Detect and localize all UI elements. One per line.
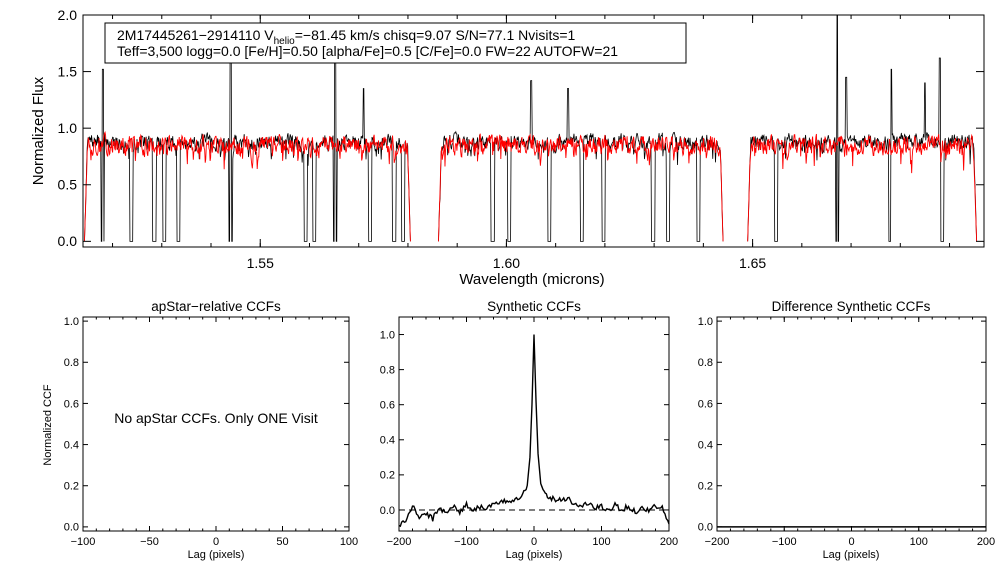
y-tick-label: 1.0 bbox=[698, 316, 713, 328]
x-tick-label: 1.55 bbox=[247, 255, 274, 271]
spectrum-info-box: 2M17445261−2914110 Vhelio=−81.45 km/s ch… bbox=[104, 22, 687, 64]
x-tick-label: 0 bbox=[848, 536, 854, 548]
y-tick-label: 0.0 bbox=[64, 522, 79, 534]
y-tick-label: 1.0 bbox=[64, 316, 79, 328]
info-line-1-rest: =−81.45 km/s chisq=9.07 S/N=77.1 Nvisits… bbox=[295, 27, 576, 43]
spectrum-synthetic-line bbox=[747, 133, 978, 242]
y-tick-label: 0.8 bbox=[698, 357, 713, 369]
y-tick-label: 0.4 bbox=[64, 439, 79, 451]
x-tick-label: −200 bbox=[387, 536, 412, 548]
x-tick-label: 1.60 bbox=[493, 255, 520, 271]
spectrum-xlabel: Wavelength (microns) bbox=[459, 271, 604, 288]
y-tick-label: 0.5 bbox=[58, 177, 78, 193]
y-tick-label: 0.0 bbox=[380, 505, 395, 517]
x-tick-label: −200 bbox=[705, 536, 730, 548]
synthetic-xlabel: Lag (pixels) bbox=[506, 549, 563, 561]
synthetic-ccf-line bbox=[398, 334, 670, 528]
y-tick-label: 0.2 bbox=[380, 470, 395, 482]
x-tick-label: −100 bbox=[454, 536, 479, 548]
x-tick-label: 0 bbox=[531, 536, 537, 548]
y-tick-label: 0.8 bbox=[64, 357, 79, 369]
y-tick-label: 0.4 bbox=[698, 439, 713, 451]
info-line-1: 2M17445261−2914110 Vhelio=−81.45 km/s ch… bbox=[117, 27, 576, 47]
spectrum-synthetic-line bbox=[438, 133, 724, 242]
y-tick-label: 0.6 bbox=[380, 400, 395, 412]
difference-title: Difference Synthetic CCFs bbox=[772, 299, 931, 314]
x-tick-label: 200 bbox=[660, 536, 678, 548]
apstar-title: apStar−relative CCFs bbox=[151, 299, 281, 314]
x-tick-label: 100 bbox=[910, 536, 928, 548]
x-tick-label: 0 bbox=[213, 536, 219, 548]
apstar-message: No apStar CCFs. Only ONE Visit bbox=[114, 410, 318, 426]
synthetic-series bbox=[398, 334, 670, 528]
y-tick-label: 0.4 bbox=[380, 435, 395, 447]
difference-ticks: −200 −100 0 100 200 0.0 0.2 0.4 0.6 0.8 1.0 bbox=[698, 316, 995, 548]
y-tick-label: 1.5 bbox=[58, 63, 78, 79]
x-tick-label: 200 bbox=[977, 536, 995, 548]
y-tick-label: 2.0 bbox=[58, 7, 78, 23]
synthetic-ccf-panel: Synthetic CCFs −200 −100 0 100 200 0.0 0.2 0.4 0… bbox=[380, 299, 678, 561]
synthetic-ticks: −200 −100 0 100 200 0.0 0.2 0.4 0.6 0.8 1.0 bbox=[380, 317, 678, 548]
x-tick-label: 50 bbox=[276, 536, 288, 548]
y-tick-label: 0.0 bbox=[58, 233, 78, 249]
info-star-id: 2M17445261−2914110 V bbox=[117, 27, 274, 43]
synthetic-title: Synthetic CCFs bbox=[487, 299, 581, 314]
x-tick-label: −50 bbox=[140, 536, 159, 548]
spectrum-axes-frame bbox=[82, 14, 985, 248]
spectrum-ylabel: Normalized Flux bbox=[30, 76, 47, 185]
spectrum-synthetic-line bbox=[84, 130, 411, 242]
spectrum-panel: 1.55 1.60 1.65 0.0 0.5 1.0 1.5 2.0 Wavelength (… bbox=[30, 7, 985, 288]
spectrum-ticks: 1.55 1.60 1.65 0.0 0.5 1.0 1.5 2.0 bbox=[58, 7, 984, 271]
apstar-ylabel: Normalized CCF bbox=[42, 384, 54, 466]
spectrum-series bbox=[84, 14, 978, 242]
difference-xlabel: Lag (pixels) bbox=[823, 549, 880, 561]
apstar-ccf-panel: apStar−relative CCFs −100 −50 0 50 100 0.0 0.2… bbox=[42, 299, 358, 561]
difference-ccf-panel: Difference Synthetic CCFs −200 −100 0 100 20… bbox=[698, 299, 995, 561]
y-tick-label: 1.0 bbox=[58, 120, 78, 136]
x-tick-label: 100 bbox=[340, 536, 358, 548]
y-tick-label: 0.0 bbox=[698, 522, 713, 534]
x-tick-label: 100 bbox=[592, 536, 610, 548]
info-box-frame bbox=[104, 22, 687, 64]
y-tick-label: 0.6 bbox=[698, 398, 713, 410]
y-tick-label: 1.0 bbox=[380, 329, 395, 341]
y-tick-label: 0.8 bbox=[380, 364, 395, 376]
apstar-ticks: −100 −50 0 50 100 0.0 0.2 0.4 0.6 0.8 1.0 bbox=[64, 316, 358, 548]
info-line-2: Teff=3,500 logg=0.0 [Fe/H]=0.50 [alpha/F… bbox=[117, 43, 618, 59]
y-tick-label: 0.2 bbox=[698, 481, 713, 493]
x-tick-label: −100 bbox=[71, 536, 96, 548]
x-tick-label: −100 bbox=[772, 536, 797, 548]
apstar-xlabel: Lag (pixels) bbox=[188, 549, 245, 561]
y-tick-label: 0.2 bbox=[64, 481, 79, 493]
info-helio-subscript: helio bbox=[274, 36, 296, 47]
x-tick-label: 1.65 bbox=[739, 255, 766, 271]
y-tick-label: 0.6 bbox=[64, 398, 79, 410]
